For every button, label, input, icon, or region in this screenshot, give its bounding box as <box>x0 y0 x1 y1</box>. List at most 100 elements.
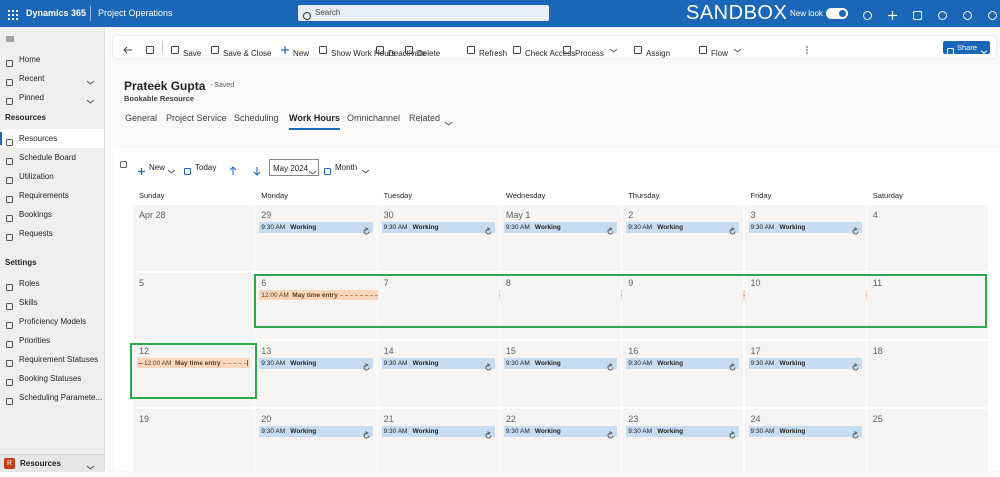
command-button[interactable]: Save & Close <box>210 39 258 55</box>
day-cell[interactable]: 22 <box>500 409 621 475</box>
nav-item[interactable]: Requirements <box>0 186 104 205</box>
icon-glyph <box>362 431 371 440</box>
nav-item[interactable]: Pinned <box>0 88 104 107</box>
work-hours-chip[interactable]: 9:30 AMWorking <box>749 426 862 437</box>
nav-item[interactable]: Requests <box>0 224 104 243</box>
command-button[interactable]: Process <box>562 39 591 55</box>
day-cell[interactable]: 18 <box>867 341 988 407</box>
command-button[interactable]: Assign <box>633 39 657 55</box>
nav-label: Utilization <box>19 172 54 181</box>
nav-item[interactable]: Priorities <box>0 331 104 350</box>
day-cell[interactable]: 23 <box>622 409 743 475</box>
work-hours-chip[interactable]: 9:30 AMWorking <box>504 222 617 233</box>
command-button[interactable]: Delete <box>404 39 427 55</box>
day-cell[interactable]: 25 <box>867 409 988 475</box>
work-hours-chip[interactable]: 9:30 AMWorking <box>626 358 739 369</box>
day-cell[interactable]: 5 <box>133 273 254 339</box>
day-cell[interactable]: 15 <box>500 341 621 407</box>
day-date: 17 <box>751 346 761 356</box>
icon-glyph <box>362 363 371 372</box>
area-name[interactable]: Project Operations <box>98 8 173 18</box>
work-hours-chip[interactable]: 9:30 AMWorking <box>382 222 495 233</box>
nav-item[interactable]: Skills <box>0 293 104 312</box>
icon[interactable] <box>862 8 873 19</box>
nav-label: Priorities <box>19 336 50 345</box>
icon[interactable] <box>962 8 973 19</box>
command-button[interactable]: Check Access <box>512 39 562 55</box>
icon-glyph <box>86 97 95 106</box>
day-cell[interactable]: 3 <box>745 205 866 271</box>
work-hours-chip[interactable]: 9:30 AMWorking <box>504 426 617 437</box>
work-hours-chip[interactable]: 9:30 AMWorking <box>749 222 862 233</box>
nav-item[interactable]: Scheduling Paramete... <box>0 388 104 407</box>
day-cell[interactable]: 29 <box>255 205 376 271</box>
icon <box>5 55 14 64</box>
command-button[interactable]: New <box>280 39 296 55</box>
work-hours-chip[interactable]: 9:30 AMWorking <box>382 426 495 437</box>
nav-item[interactable]: Utilization <box>0 167 104 186</box>
calendar-toolbar-button[interactable]: May 2024 <box>269 159 319 176</box>
nav-item[interactable]: Schedule Board <box>0 148 104 167</box>
day-cell[interactable]: 17 <box>745 341 866 407</box>
icon[interactable] <box>252 163 262 173</box>
search-box[interactable]: Search <box>298 5 549 21</box>
nav-item[interactable]: Recent <box>0 69 104 88</box>
nav-item[interactable]: Roles <box>0 274 104 293</box>
command-button[interactable]: Refresh <box>466 39 494 55</box>
work-hours-chip[interactable]: 9:30 AMWorking <box>259 222 372 233</box>
app-name[interactable]: Dynamics 365 <box>26 8 86 18</box>
icon-glyph <box>606 227 615 236</box>
record-tab[interactable]: Related <box>409 113 440 123</box>
nav-item[interactable]: Resources <box>0 129 104 148</box>
day-cell[interactable]: 4 <box>867 205 988 271</box>
icon-glyph <box>323 167 332 176</box>
day-cell[interactable]: 16 <box>622 341 743 407</box>
nav-item[interactable]: Home <box>0 50 104 69</box>
icon[interactable] <box>937 8 948 19</box>
icon[interactable] <box>912 8 923 19</box>
calendar-toolbar-button[interactable]: Today <box>183 159 219 176</box>
work-hours-chip[interactable]: 9:30 AMWorking <box>504 358 617 369</box>
day-cell[interactable]: 30 <box>378 205 499 271</box>
day-cell[interactable]: 2 <box>622 205 743 271</box>
nav-item[interactable]: Proficiency Models <box>0 312 104 331</box>
day-cell[interactable]: 24 <box>745 409 866 475</box>
toolbar-label: May 2024 <box>273 164 308 173</box>
toolbar-label: Today <box>195 163 216 172</box>
work-hours-chip[interactable]: 9:30 AMWorking <box>382 358 495 369</box>
icon[interactable] <box>228 163 238 173</box>
icon[interactable] <box>887 8 898 19</box>
day-cell[interactable]: 19 <box>133 409 254 475</box>
work-hours-chip[interactable]: 9:30 AMWorking <box>259 426 372 437</box>
icon-glyph <box>728 363 737 372</box>
record-tab[interactable]: Work Hours <box>289 113 340 123</box>
work-hours-chip[interactable]: 9:30 AMWorking <box>626 222 739 233</box>
record-tab[interactable]: Omnichannel <box>347 113 400 123</box>
area-switcher[interactable]: RResources <box>0 454 104 472</box>
day-cell[interactable]: Apr 28 <box>133 205 254 271</box>
command-button[interactable]: Show Work Hours <box>318 39 382 55</box>
share-button[interactable]: Share <box>943 41 990 54</box>
nav-label: Skills <box>19 298 38 307</box>
day-cell[interactable]: 20 <box>255 409 376 475</box>
nav-item[interactable]: Booking Statuses <box>0 369 104 388</box>
command-button[interactable]: Save <box>170 39 188 55</box>
work-hours-chip[interactable]: 9:30 AMWorking <box>259 358 372 369</box>
command-button[interactable]: Flow <box>698 39 715 55</box>
toggle[interactable] <box>826 8 848 19</box>
icon[interactable] <box>987 8 998 19</box>
record-entity: Bookable Resource <box>124 94 194 103</box>
day-cell[interactable]: 13 <box>255 341 376 407</box>
record-tab[interactable]: General <box>125 113 157 123</box>
calendar-toolbar-button[interactable]: Month <box>323 159 371 176</box>
work-hours-chip[interactable]: 9:30 AMWorking <box>626 426 739 437</box>
day-cell[interactable]: 14 <box>378 341 499 407</box>
work-hours-chip[interactable]: 9:30 AMWorking <box>749 358 862 369</box>
day-cell[interactable]: May 1 <box>500 205 621 271</box>
record-tab[interactable]: Project Service <box>166 113 227 123</box>
nav-item[interactable]: Requirement Statuses <box>0 350 104 369</box>
nav-item[interactable]: Bookings <box>0 205 104 224</box>
calendar-toolbar-button[interactable]: New <box>137 159 177 176</box>
day-cell[interactable]: 21 <box>378 409 499 475</box>
record-tab[interactable]: Scheduling <box>234 113 279 123</box>
